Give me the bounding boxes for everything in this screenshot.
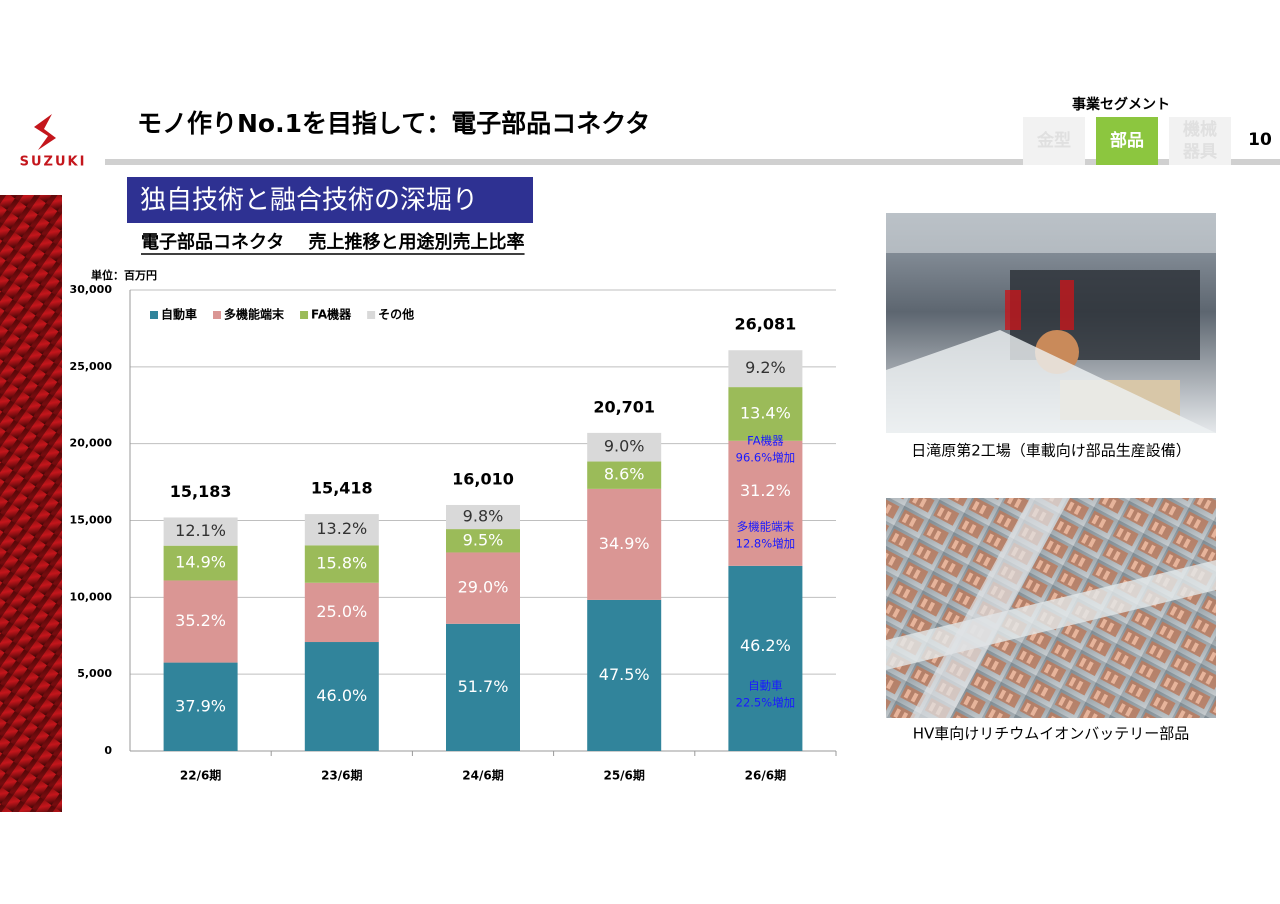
bar-segment <box>446 504 520 530</box>
bar-segment <box>587 599 662 751</box>
y-tick-label: 20,000 <box>70 437 113 450</box>
segment-tab[interactable] <box>1023 117 1085 165</box>
total-label: 26,081 <box>735 315 797 334</box>
side-decoration <box>0 195 62 812</box>
total-label: 15,183 <box>170 482 232 501</box>
total-label: 20,701 <box>593 397 655 416</box>
share-label: 51.7% <box>458 677 509 696</box>
bar-segment <box>304 642 379 751</box>
share-label: 31.2% <box>740 481 791 500</box>
share-label: 9.8% <box>463 507 504 526</box>
segment-tab-label: 器具 <box>1182 142 1217 162</box>
legend-swatch <box>150 311 158 319</box>
x-tick-label: 23/6期 <box>321 768 362 783</box>
segment-tab-label: 金型 <box>1036 130 1071 151</box>
x-tick-label: 26/6期 <box>745 768 786 783</box>
share-label: 9.0% <box>604 437 645 456</box>
share-label: 35.2% <box>175 611 226 630</box>
share-label: 9.5% <box>463 530 504 549</box>
share-label: 37.9% <box>175 696 226 715</box>
annotation: 12.8%増加 <box>736 537 796 551</box>
share-label: 8.6% <box>604 465 645 484</box>
share-label: 46.2% <box>740 636 791 655</box>
logo-text: SUZUKI <box>20 155 87 170</box>
bar-segment <box>163 517 238 546</box>
bar-segment <box>728 565 803 751</box>
bar-segment <box>446 623 520 751</box>
bar-segment <box>163 545 238 581</box>
bar-segment <box>304 545 379 583</box>
bar-segment <box>446 529 520 553</box>
share-label: 15.8% <box>316 554 367 573</box>
chart: 0 5,000 10,000 15,000 20,000 25,000 30,000 22/6… <box>70 283 837 783</box>
banner-box <box>127 177 533 223</box>
legend-swatch <box>300 311 309 319</box>
photo <box>886 213 1216 433</box>
bar-segment <box>587 488 662 600</box>
segment-tab[interactable] <box>1096 117 1158 165</box>
segment-tab[interactable] <box>1169 117 1231 165</box>
bar-segment <box>728 387 803 441</box>
bar-segment <box>163 580 238 663</box>
share-label: 14.9% <box>175 553 226 572</box>
legend-label: FA機器 <box>311 307 352 322</box>
total-label: 15,418 <box>311 479 373 498</box>
share-label: 47.5% <box>599 665 650 684</box>
share-label: 13.4% <box>740 403 791 422</box>
y-tick-label: 15,000 <box>70 514 113 527</box>
banner-text: 独自技術と融合技術の深堀り <box>140 186 478 216</box>
share-label: 29.0% <box>458 578 509 597</box>
page-number: 10 <box>1248 130 1272 150</box>
slide-title: モノ作りNo.1を目指して：電子部品コネクタ <box>137 109 650 138</box>
title-rule <box>105 159 1280 165</box>
share-label: 9.2% <box>745 358 786 377</box>
bar-segment <box>728 350 803 388</box>
bar-segment <box>728 440 803 566</box>
share-label: 13.2% <box>316 519 367 538</box>
x-tick-label: 24/6期 <box>462 768 503 783</box>
legend-swatch <box>213 311 222 319</box>
annotation: 22.5%増加 <box>736 696 796 710</box>
x-tick-label: 22/6期 <box>180 768 221 783</box>
unit-label: 単位：百万円 <box>91 268 157 282</box>
y-tick-label: 0 <box>104 744 112 757</box>
segment-tab-label: 部品 <box>1110 130 1144 151</box>
y-tick-label: 5,000 <box>77 667 112 680</box>
annotation: 多機能端末 <box>737 520 795 534</box>
chart-subtitle: 電子部品コネクタ 売上推移と用途別売上比率 <box>141 231 525 253</box>
annotation: 96.6%増加 <box>736 451 796 465</box>
bar-segment <box>163 662 238 751</box>
share-label: 12.1% <box>175 521 226 540</box>
total-label: 16,010 <box>452 469 514 488</box>
y-tick-label: 25,000 <box>70 360 113 373</box>
y-tick-label: 10,000 <box>70 590 113 603</box>
legend-label: 自動車 <box>161 307 197 322</box>
bar-segment <box>304 514 379 546</box>
bar-segment <box>587 432 662 462</box>
annotation: FA機器 <box>747 434 784 448</box>
photo-caption: HV車向けリチウムイオンバッテリー部品 <box>913 725 1190 743</box>
x-tick-label: 25/6期 <box>603 768 644 783</box>
bar-segment <box>446 552 520 624</box>
bar-segment <box>587 461 662 489</box>
share-label: 34.9% <box>599 534 650 553</box>
share-label: 25.0% <box>316 602 367 621</box>
y-tick-label: 30,000 <box>70 283 113 296</box>
photo-caption: 日滝原第2工場（車載向け部品生産設備） <box>911 442 1191 460</box>
logo: SUZUKI <box>20 114 87 170</box>
legend-label: 多機能端末 <box>224 307 285 322</box>
legend-label: その他 <box>378 307 414 322</box>
legend-swatch <box>367 311 376 319</box>
share-label: 46.0% <box>316 686 367 705</box>
annotation: 自動車 <box>748 679 783 693</box>
segment-tab-label: 機械 <box>1183 119 1217 140</box>
photo <box>886 498 1216 718</box>
segment-label: 事業セグメント <box>1072 96 1170 113</box>
bar-segment <box>304 582 379 643</box>
